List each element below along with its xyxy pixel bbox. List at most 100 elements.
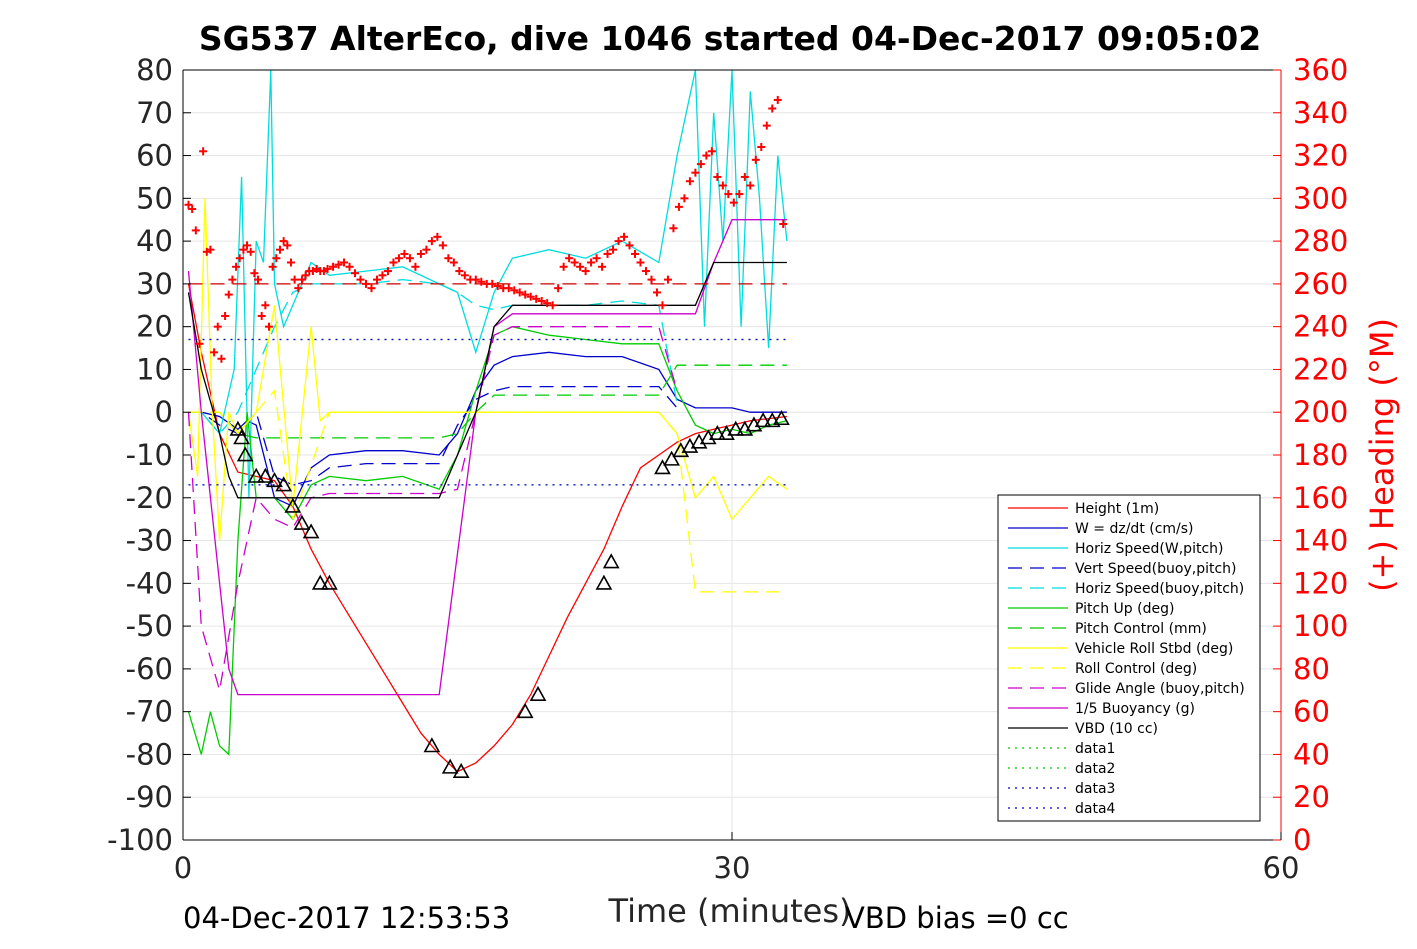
heading-point	[685, 177, 694, 186]
heading-point	[735, 190, 744, 199]
triangle-marker	[529, 685, 547, 701]
heading-point	[232, 262, 241, 271]
heading-point	[378, 271, 387, 280]
heading-point	[581, 267, 590, 276]
footer-timestamp: 04-Dec-2017 12:53:53	[183, 901, 510, 935]
heading-point	[217, 354, 226, 363]
heading-point	[323, 264, 332, 273]
heading-point	[702, 151, 711, 160]
triangle-marker	[302, 523, 320, 539]
heading-point	[422, 245, 431, 254]
triangle-marker	[256, 467, 274, 483]
chart-title: SG537 AlterEco, dive 1046 started 04-Dec…	[199, 19, 1261, 58]
heading-point	[493, 282, 502, 291]
right-tick-label: 360	[1293, 53, 1348, 87]
right-tick-label: 40	[1293, 737, 1330, 771]
triangle-marker	[763, 412, 781, 428]
heading-point	[191, 226, 200, 235]
heading-point	[746, 181, 755, 190]
heading-point	[367, 284, 376, 293]
heading-point	[636, 258, 645, 267]
heading-point	[416, 249, 425, 258]
heading-point	[587, 258, 596, 267]
left-tick-label: 70	[136, 96, 173, 130]
left-tick-label: 0	[155, 395, 173, 429]
heading-point	[504, 284, 513, 293]
left-tick-label: -30	[126, 524, 173, 558]
heading-point	[294, 284, 303, 293]
heading-point	[279, 237, 288, 246]
series-line-1-5-buoyancy-g	[187, 219, 787, 696]
triangle-marker	[727, 420, 745, 436]
legend-label: Horiz Speed(W,pitch)	[1075, 541, 1223, 557]
legend-label: Pitch Control (mm)	[1075, 621, 1207, 637]
left-tick-label: 80	[136, 53, 173, 87]
right-tick-label: 220	[1293, 352, 1348, 386]
left-tick-label: -10	[126, 438, 173, 472]
triangle-marker	[516, 703, 534, 719]
triangle-marker	[321, 574, 338, 590]
heading-point	[554, 284, 563, 293]
right-tick-label: 120	[1293, 566, 1348, 600]
heading-point	[707, 147, 716, 156]
heading-point	[356, 275, 365, 284]
triangle-marker	[654, 459, 671, 475]
left-tick-label: -80	[126, 737, 173, 771]
heading-point	[729, 198, 738, 207]
triangle-marker	[423, 737, 441, 753]
right-tick-label: 240	[1293, 310, 1348, 344]
heading-point	[543, 299, 552, 308]
heading-point	[213, 322, 222, 331]
triangle-marker	[452, 762, 470, 778]
right-tick-label: 80	[1293, 652, 1330, 686]
heading-point	[488, 279, 497, 288]
heading-point	[286, 258, 295, 267]
heading-point	[383, 267, 392, 276]
left-tick-label: -50	[126, 609, 173, 643]
right-tick-label: 160	[1293, 481, 1348, 515]
legend-label: 1/5 Buoyancy (g)	[1075, 701, 1195, 717]
heading-point	[652, 288, 661, 297]
heading-point	[565, 254, 574, 263]
series-line-height-1m	[187, 283, 787, 773]
heading-point	[221, 311, 230, 320]
heading-point	[265, 322, 274, 331]
right-tick-label: 100	[1293, 609, 1348, 643]
left-tick-label: -100	[107, 823, 173, 857]
left-tick-label: 50	[136, 181, 173, 215]
heading-point	[773, 95, 782, 104]
heading-point	[275, 245, 284, 254]
triangle-marker	[441, 758, 459, 774]
heading-point	[477, 277, 486, 286]
heading-point	[570, 258, 579, 267]
heading-point	[272, 254, 281, 263]
heading-point	[427, 237, 436, 246]
heading-point	[250, 269, 259, 278]
heading-point	[433, 232, 442, 241]
left-tick-label: -60	[126, 652, 173, 686]
heading-point	[438, 241, 447, 250]
heading-point	[340, 258, 349, 267]
right-tick-label: 0	[1293, 823, 1311, 857]
heading-point	[394, 254, 403, 263]
heading-point	[515, 288, 524, 297]
legend-label: Vehicle Roll Stbd (deg)	[1075, 641, 1233, 657]
heading-point	[526, 292, 535, 301]
heading-point	[625, 241, 634, 250]
heading-point	[257, 311, 266, 320]
heading-point	[620, 232, 629, 241]
triangle-marker	[284, 497, 302, 513]
right-tick-label: 180	[1293, 438, 1348, 472]
heading-point	[559, 262, 568, 271]
heading-point	[658, 301, 667, 310]
heading-point	[246, 247, 255, 256]
left-tick-label: 60	[136, 139, 173, 173]
heading-point	[460, 271, 469, 280]
legend-label: Horiz Speed(buoy,pitch)	[1075, 581, 1244, 597]
x-tick-label: 60	[1263, 851, 1300, 885]
heading-point	[297, 275, 306, 284]
heading-point	[334, 260, 343, 269]
heading-point	[372, 275, 381, 284]
heading-point	[301, 271, 310, 280]
